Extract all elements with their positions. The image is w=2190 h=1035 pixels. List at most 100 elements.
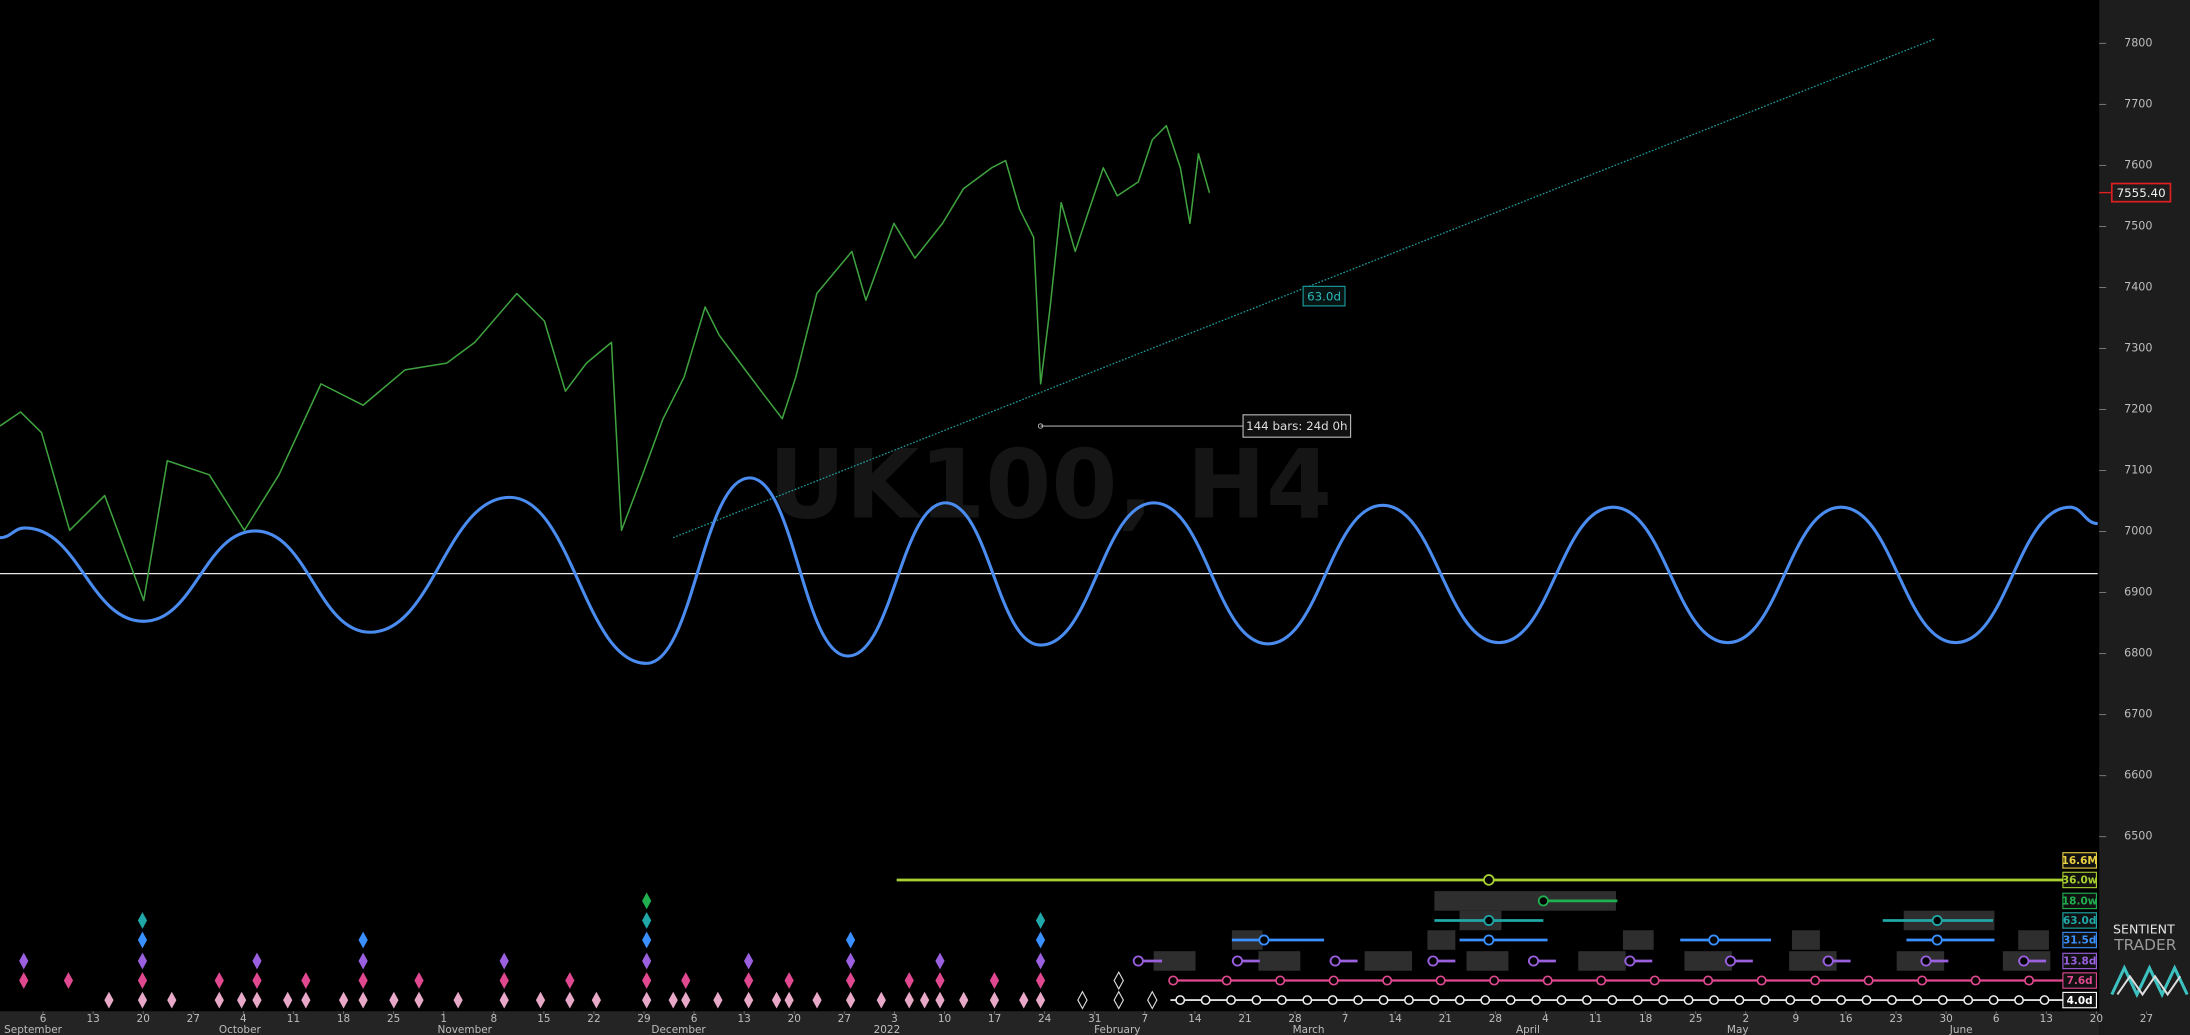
- month-label: October: [219, 1024, 262, 1035]
- cycle-zone: [2018, 930, 2049, 950]
- cycle-trough: [1483, 874, 1495, 886]
- trendline-label: 63.0d: [1307, 289, 1341, 303]
- cycle-label-box: [2062, 871, 2097, 889]
- cycle-zone: [1684, 951, 1732, 971]
- y-tick-label: 7100: [2124, 464, 2152, 477]
- cycle-trough: [1863, 975, 1874, 986]
- cycle-zone: [1258, 951, 1301, 971]
- brand-logo: [2116, 974, 2182, 997]
- cycle-trough: [1327, 995, 1338, 1006]
- cycle-trough: [1886, 995, 1897, 1006]
- cycle-trough: [1917, 975, 1928, 986]
- cycle-trough: [1378, 995, 1389, 1006]
- x-tick-label: 29: [637, 1013, 650, 1025]
- cycle-diamond: [389, 991, 399, 1009]
- cycle-trough: [2014, 995, 2025, 1006]
- cycle-diamond: [358, 972, 368, 989]
- cycle-diamond: [784, 972, 794, 989]
- cycle-diamond: [499, 972, 509, 989]
- cycle-diamond: [137, 972, 148, 989]
- cycle-label: 7.6d: [2067, 975, 2093, 987]
- cycle-trough: [1734, 995, 1745, 1006]
- y-tick-label: 6600: [2124, 769, 2152, 782]
- trendline-label-box: [1302, 285, 1346, 307]
- cycle-trough: [1970, 975, 1981, 986]
- x-tick-label: 9: [1793, 1013, 1800, 1025]
- watermark: UK100, H4: [768, 431, 1332, 541]
- x-tick-label: 2: [1742, 1013, 1749, 1025]
- cycle-trough: [1276, 995, 1287, 1006]
- month-label: 2022: [874, 1024, 901, 1035]
- x-tick-label: 18: [1639, 1013, 1652, 1025]
- x-tick-label: 25: [387, 1013, 400, 1025]
- cycle-trough: [2024, 975, 2035, 986]
- x-tick-label: 4: [240, 1013, 247, 1025]
- cycle-diamond: [358, 991, 368, 1009]
- x-tick-label: 22: [587, 1013, 600, 1025]
- x-tick-label: 17: [988, 1013, 1001, 1025]
- x-tick-label: 4: [1542, 1013, 1549, 1025]
- cycle-diamond: [358, 931, 368, 949]
- cycle-trough: [1861, 995, 1872, 1006]
- cycle-diamond: [744, 952, 754, 970]
- x-tick-label: 28: [1489, 1013, 1502, 1025]
- x-tick-label: 20: [788, 1013, 801, 1025]
- x-tick-label: 27: [838, 1013, 851, 1025]
- cycle-trough: [1531, 995, 1542, 1006]
- cycle-trough: [1329, 955, 1341, 967]
- x-tick-label: 8: [490, 1013, 497, 1025]
- cycle-trough: [1931, 934, 1943, 946]
- x-tick-label: 18: [337, 1013, 350, 1025]
- y-tick-label: 7400: [2124, 280, 2152, 293]
- cycle-label-box: [2062, 912, 2097, 929]
- cycle-trough: [1542, 975, 1553, 986]
- cycle-trough: [1937, 995, 1948, 1006]
- cycle-diamond: [1035, 931, 1046, 949]
- measure-label: 144 bars: 24d 0h: [1246, 419, 1347, 433]
- price-marker: [2110, 182, 2172, 203]
- cycle-diamond: [237, 991, 247, 1009]
- cycle-diamond: [137, 991, 148, 1009]
- cycle-trough: [1275, 975, 1286, 986]
- price-axis-panel: [2099, 0, 2190, 1035]
- cycle-trough: [1328, 975, 1339, 986]
- brand-name: TRADER: [2113, 936, 2176, 954]
- cycle-trough: [1489, 975, 1500, 986]
- cycle-diamond: [137, 952, 148, 970]
- cycle-diamond: [1035, 991, 1046, 1009]
- cycle-diamond: [358, 952, 368, 970]
- x-tick-label: 13: [86, 1013, 99, 1025]
- y-tick-label: 7000: [2124, 525, 2152, 538]
- y-tick-label: 6700: [2124, 708, 2152, 721]
- cycle-trough: [1581, 995, 1592, 1006]
- cycle-diamond: [453, 991, 463, 1009]
- x-tick-label: 6: [40, 1013, 47, 1025]
- cycle-trough: [1168, 975, 1179, 986]
- cycle-trough: [1624, 955, 1636, 967]
- cycle-label: 31.5d: [2063, 935, 2096, 947]
- month-label: March: [1293, 1024, 1325, 1035]
- cycle-trough: [1596, 975, 1607, 986]
- month-label: May: [1727, 1024, 1749, 1035]
- cycle-diamond: [252, 972, 262, 989]
- x-tick-label: 7: [1141, 1013, 1148, 1025]
- cycle-zone: [1434, 891, 1616, 911]
- y-tick-label: 6800: [2124, 647, 2152, 660]
- cycle-trough: [2039, 995, 2050, 1006]
- cycle-trough: [1175, 995, 1186, 1006]
- cycle-trough: [1435, 975, 1446, 986]
- cycle-trough: [1912, 995, 1923, 1006]
- x-tick-label: 27: [2140, 1013, 2153, 1025]
- cycle-zone: [1789, 951, 1837, 971]
- cycle-trough: [1231, 955, 1243, 967]
- cycle-trough: [1427, 955, 1439, 967]
- cycle-diamond: [499, 952, 509, 970]
- cycle-trough: [1931, 914, 1943, 926]
- cycle-panel: [19, 874, 2063, 1010]
- cycle-zone: [1153, 951, 1196, 971]
- y-tick-label: 7600: [2124, 158, 2152, 171]
- cycle-diamond: [812, 991, 822, 1009]
- cycle-trough: [1759, 995, 1770, 1006]
- cycle-diamond: [744, 972, 754, 989]
- cycle-trough: [1302, 995, 1313, 1006]
